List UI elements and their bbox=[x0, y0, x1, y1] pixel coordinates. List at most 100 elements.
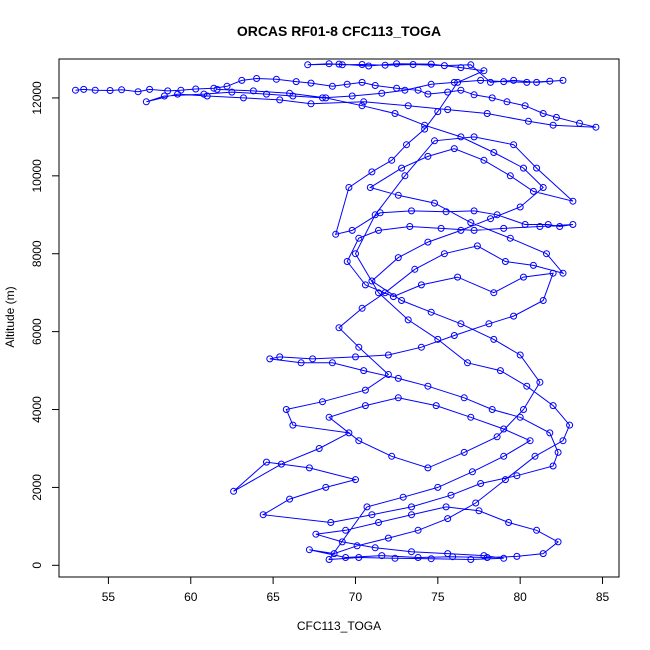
data-point bbox=[361, 386, 369, 394]
data-point bbox=[487, 78, 494, 86]
data-point bbox=[238, 76, 246, 84]
y-tick-label: 4000 bbox=[30, 396, 44, 423]
data-point bbox=[414, 526, 422, 534]
data-point bbox=[421, 125, 429, 133]
data-point bbox=[406, 223, 414, 230]
data-point bbox=[263, 458, 270, 466]
data-point bbox=[276, 353, 284, 361]
data-point bbox=[470, 91, 478, 99]
x-axis: 55 60 65 70 75 80 85 bbox=[102, 576, 610, 604]
data-point bbox=[328, 359, 336, 367]
data-point bbox=[496, 367, 504, 375]
data-point bbox=[490, 335, 498, 343]
data-point bbox=[457, 64, 465, 72]
data-point bbox=[442, 503, 450, 511]
data-point bbox=[470, 226, 478, 234]
data-point bbox=[444, 550, 452, 558]
data-point bbox=[348, 92, 356, 100]
data-point bbox=[431, 199, 438, 207]
data-point bbox=[371, 82, 379, 89]
data-point bbox=[475, 507, 483, 515]
data-point bbox=[368, 511, 376, 519]
data-point bbox=[361, 402, 369, 410]
data-point bbox=[403, 141, 410, 149]
data-point bbox=[384, 371, 392, 378]
data-point bbox=[307, 100, 315, 108]
data-point bbox=[434, 108, 442, 116]
data-point bbox=[366, 184, 374, 191]
data-point bbox=[368, 168, 376, 176]
data-point bbox=[533, 164, 541, 172]
series-lines bbox=[75, 63, 597, 561]
data-point bbox=[375, 226, 382, 234]
data-point bbox=[358, 102, 366, 110]
data-point bbox=[480, 552, 488, 560]
data-point bbox=[516, 351, 524, 359]
x-tick-label: 65 bbox=[266, 590, 280, 604]
data-point bbox=[483, 110, 491, 117]
data-point bbox=[401, 86, 409, 94]
data-point bbox=[457, 320, 465, 328]
data-point bbox=[408, 511, 415, 519]
data-point bbox=[365, 62, 373, 70]
data-point bbox=[259, 511, 267, 519]
data-point bbox=[444, 106, 452, 114]
data-point bbox=[510, 141, 518, 149]
data-point bbox=[343, 80, 351, 88]
data-point bbox=[464, 359, 471, 367]
data-point bbox=[286, 495, 294, 503]
data-point bbox=[472, 499, 480, 507]
data-point bbox=[503, 98, 511, 106]
data-point bbox=[348, 226, 356, 234]
data-point bbox=[531, 452, 539, 460]
data-point bbox=[342, 526, 350, 534]
data-point bbox=[210, 84, 218, 92]
data-point bbox=[500, 425, 508, 433]
data-point bbox=[213, 85, 221, 93]
data-point bbox=[520, 273, 527, 281]
data-point bbox=[536, 378, 544, 386]
data-point bbox=[434, 335, 442, 343]
data-point bbox=[375, 289, 382, 297]
data-point bbox=[335, 324, 343, 332]
data-point bbox=[325, 413, 333, 421]
data-point bbox=[174, 90, 182, 98]
data-point bbox=[427, 60, 435, 68]
data-point bbox=[378, 552, 386, 560]
data-point bbox=[470, 133, 478, 141]
data-point bbox=[253, 75, 261, 82]
data-point bbox=[539, 297, 547, 304]
data-point bbox=[427, 308, 435, 316]
data-point bbox=[389, 293, 397, 301]
x-tick-label: 60 bbox=[184, 590, 198, 604]
data-point bbox=[480, 67, 488, 75]
data-point bbox=[355, 234, 363, 242]
data-point bbox=[358, 78, 366, 86]
data-point bbox=[510, 312, 518, 320]
data-point bbox=[414, 86, 422, 94]
data-point bbox=[467, 219, 475, 227]
data-point bbox=[391, 110, 399, 117]
data-point bbox=[164, 87, 172, 95]
data-point bbox=[363, 503, 371, 511]
y-axis: 0 2000 4000 6000 8000 10000 12000 bbox=[30, 81, 60, 569]
data-point bbox=[500, 224, 508, 232]
data-point bbox=[485, 320, 493, 328]
data-point bbox=[513, 472, 521, 480]
y-tick-label: 12000 bbox=[30, 81, 44, 115]
data-point bbox=[404, 316, 412, 324]
data-point bbox=[566, 421, 574, 429]
data-point bbox=[417, 343, 425, 351]
data-point bbox=[450, 78, 458, 86]
data-point bbox=[444, 88, 452, 96]
data-point bbox=[289, 421, 297, 429]
data-point bbox=[554, 448, 562, 456]
data-point bbox=[394, 254, 402, 262]
data-point bbox=[559, 269, 567, 277]
data-point bbox=[322, 483, 330, 491]
data-point bbox=[408, 548, 415, 556]
data-point bbox=[91, 86, 99, 94]
data-point bbox=[470, 207, 478, 215]
data-point bbox=[450, 332, 458, 339]
data-point bbox=[394, 374, 402, 382]
